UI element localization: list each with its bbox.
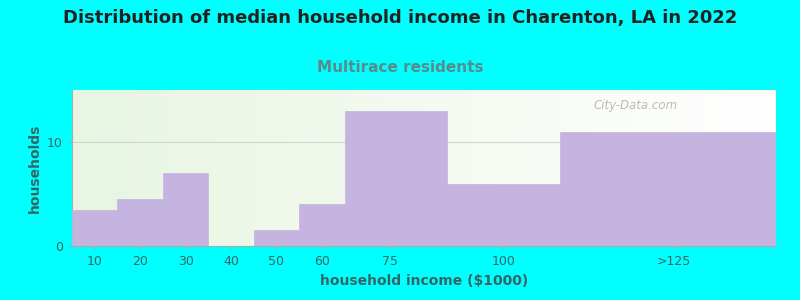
Bar xyxy=(163,173,208,246)
Text: Distribution of median household income in Charenton, LA in 2022: Distribution of median household income … xyxy=(63,9,737,27)
Bar xyxy=(72,210,118,246)
Bar xyxy=(345,111,446,246)
Bar xyxy=(118,199,163,246)
Y-axis label: households: households xyxy=(27,123,42,213)
Text: Multirace residents: Multirace residents xyxy=(317,60,483,75)
Bar xyxy=(560,132,776,246)
Bar xyxy=(446,184,560,246)
Text: City-Data.com: City-Data.com xyxy=(593,99,678,112)
Bar xyxy=(254,230,299,246)
Bar xyxy=(299,204,345,246)
X-axis label: household income ($1000): household income ($1000) xyxy=(320,274,528,288)
